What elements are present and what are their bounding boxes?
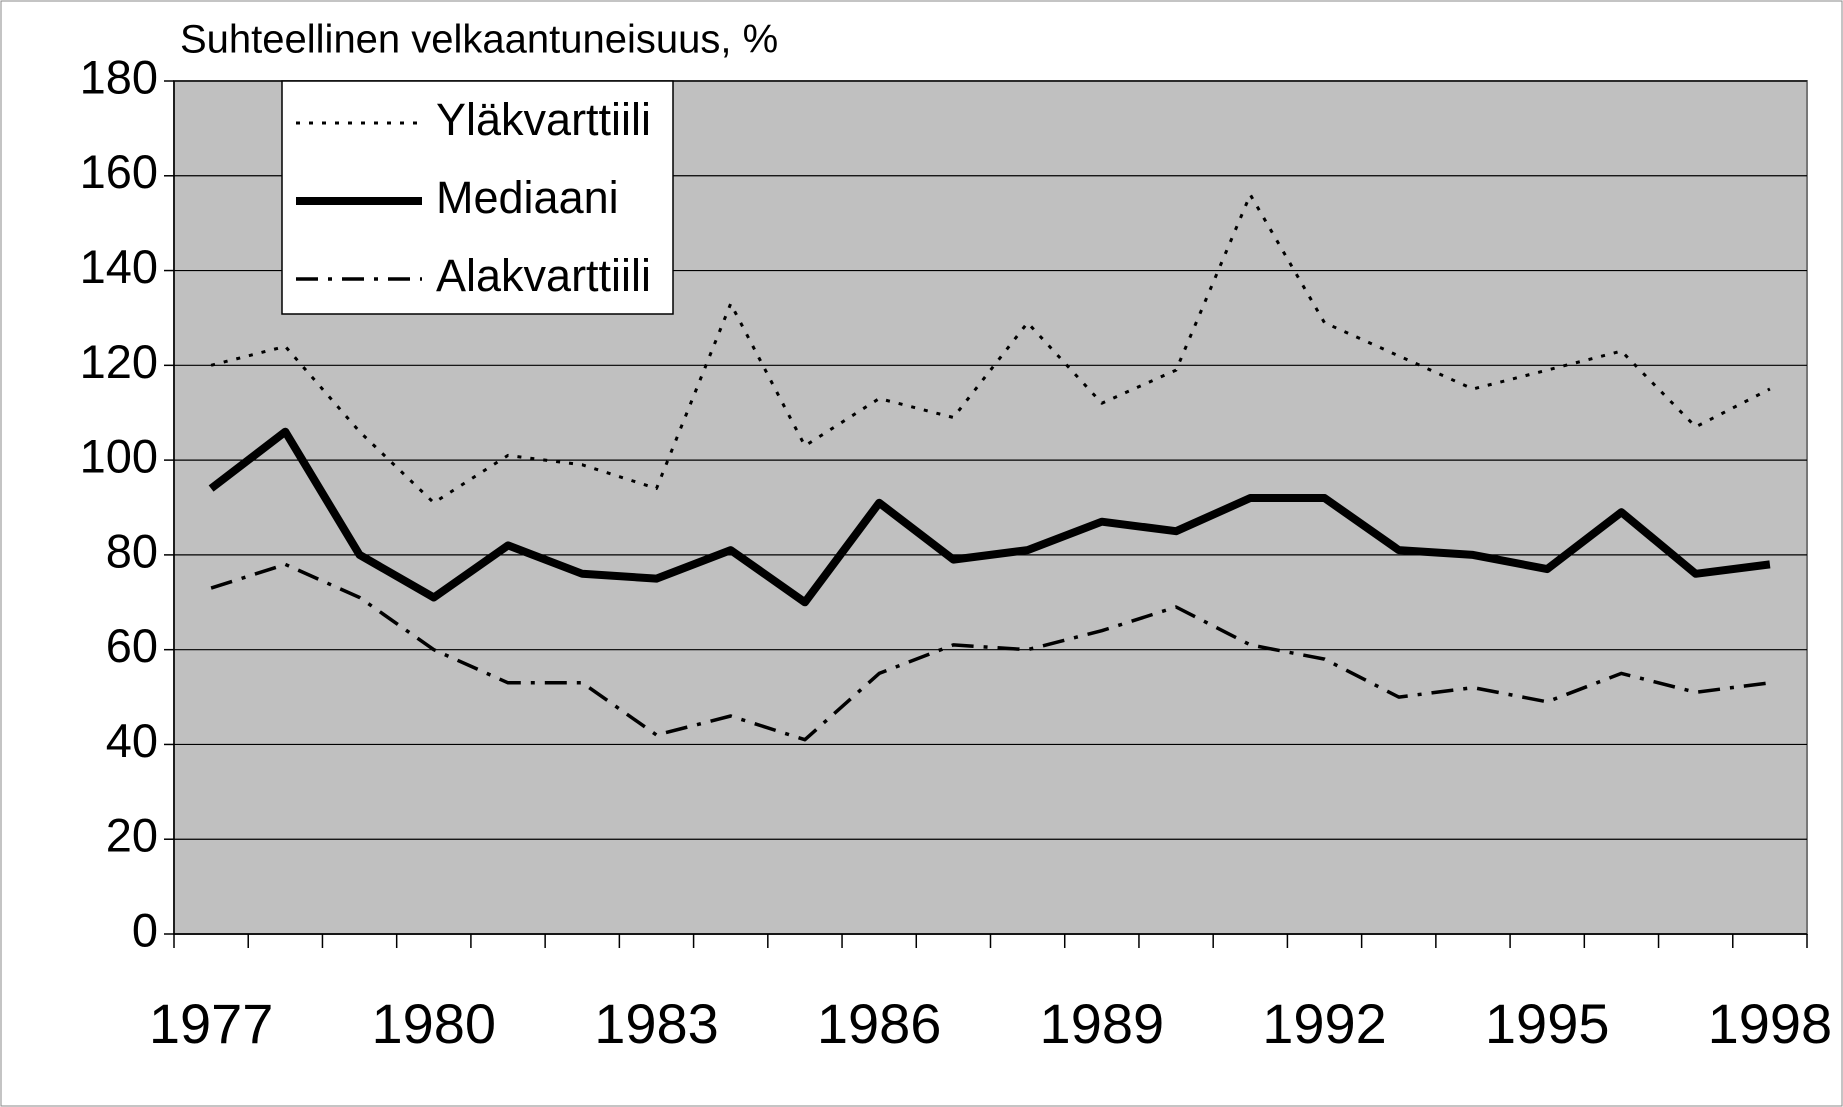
series-line (208, 427, 1771, 607)
y-tick-label: 160 (80, 145, 158, 198)
x-tick-label: 1998 (1708, 992, 1833, 1055)
y-tick-label: 120 (80, 335, 158, 388)
x-tick-label: 1989 (1040, 992, 1165, 1055)
y-tick-label: 0 (132, 903, 158, 956)
x-tick-label: 1992 (1262, 992, 1387, 1055)
y-tick-label: 20 (106, 809, 158, 862)
y-tick-label: 80 (106, 524, 158, 577)
legend-label: Yläkvarttiili (436, 94, 651, 145)
y-tick-label: 140 (80, 240, 158, 293)
series-line (210, 562, 1771, 742)
y-tick-label: 60 (106, 619, 158, 672)
x-tick-label: 1977 (149, 992, 274, 1055)
y-tick-label: 180 (80, 50, 158, 103)
x-tick-label: 1983 (594, 992, 719, 1055)
y-tick-label: 40 (106, 714, 158, 767)
y-tick-label: 100 (80, 430, 158, 483)
legend-label: Mediaani (436, 172, 619, 223)
x-tick-label: 1995 (1485, 992, 1610, 1055)
chart-title: Suhteellinen velkaantuneisuus, % (180, 18, 778, 62)
x-tick-label: 1980 (372, 992, 497, 1055)
x-tick-label: 1986 (817, 992, 942, 1055)
legend-label: Alakvarttiili (436, 250, 651, 301)
